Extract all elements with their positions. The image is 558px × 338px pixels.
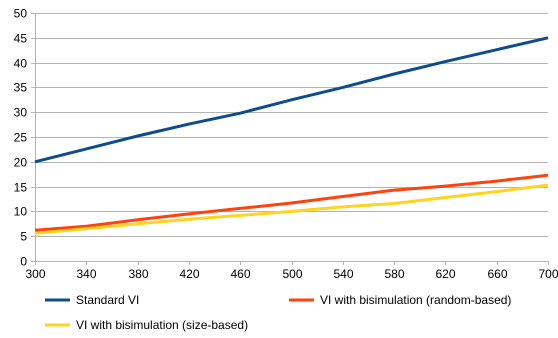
x-tick-label: 420 [179,267,199,281]
x-tick-label: 460 [230,267,250,281]
x-tick-label: 660 [487,267,507,281]
y-tick-label: 5 [20,230,27,244]
y-tick-label: 25 [14,131,28,145]
x-tick-labels: 300 340 380 420 460 500 540 580 620 660 700 [25,267,558,281]
series-line-3 [34,183,549,235]
x-tick-label: 300 [25,267,45,281]
x-tick-label: 620 [435,267,455,281]
legend-label: VI with bisimulation (random-based) [320,293,511,307]
x-tick-label: 580 [384,267,404,281]
x-tick-label: 500 [282,267,302,281]
y-tick-label: 30 [14,106,28,120]
axes [31,13,549,265]
legend-label: Standard VI [76,293,139,307]
series-lines [34,36,549,235]
y-tick-label: 35 [14,81,28,95]
y-tick-labels: 0 5 10 15 20 25 30 35 40 45 50 [14,7,28,269]
series-line-1 [34,36,549,164]
x-tick-label: 700 [538,267,558,281]
legend: Standard VI VI with bisimulation (random-… [45,293,511,332]
legend-entry-3: VI with bisimulation (size-based) [45,318,248,332]
y-tick-label: 45 [14,32,28,46]
gridlines [35,13,548,237]
x-tick-label: 540 [333,267,353,281]
y-tick-label: 10 [14,205,28,219]
y-tick-label: 40 [14,57,28,71]
x-tick-label: 380 [128,267,148,281]
legend-label: VI with bisimulation (size-based) [76,318,248,332]
y-tick-label: 20 [14,156,28,170]
y-tick-label: 50 [14,7,28,21]
legend-entry-1: Standard VI [45,293,139,307]
y-tick-label: 0 [20,255,27,269]
y-tick-label: 15 [14,181,28,195]
x-tick-label: 340 [76,267,96,281]
series-line-2 [34,173,549,232]
legend-entry-2: VI with bisimulation (random-based) [289,293,511,307]
